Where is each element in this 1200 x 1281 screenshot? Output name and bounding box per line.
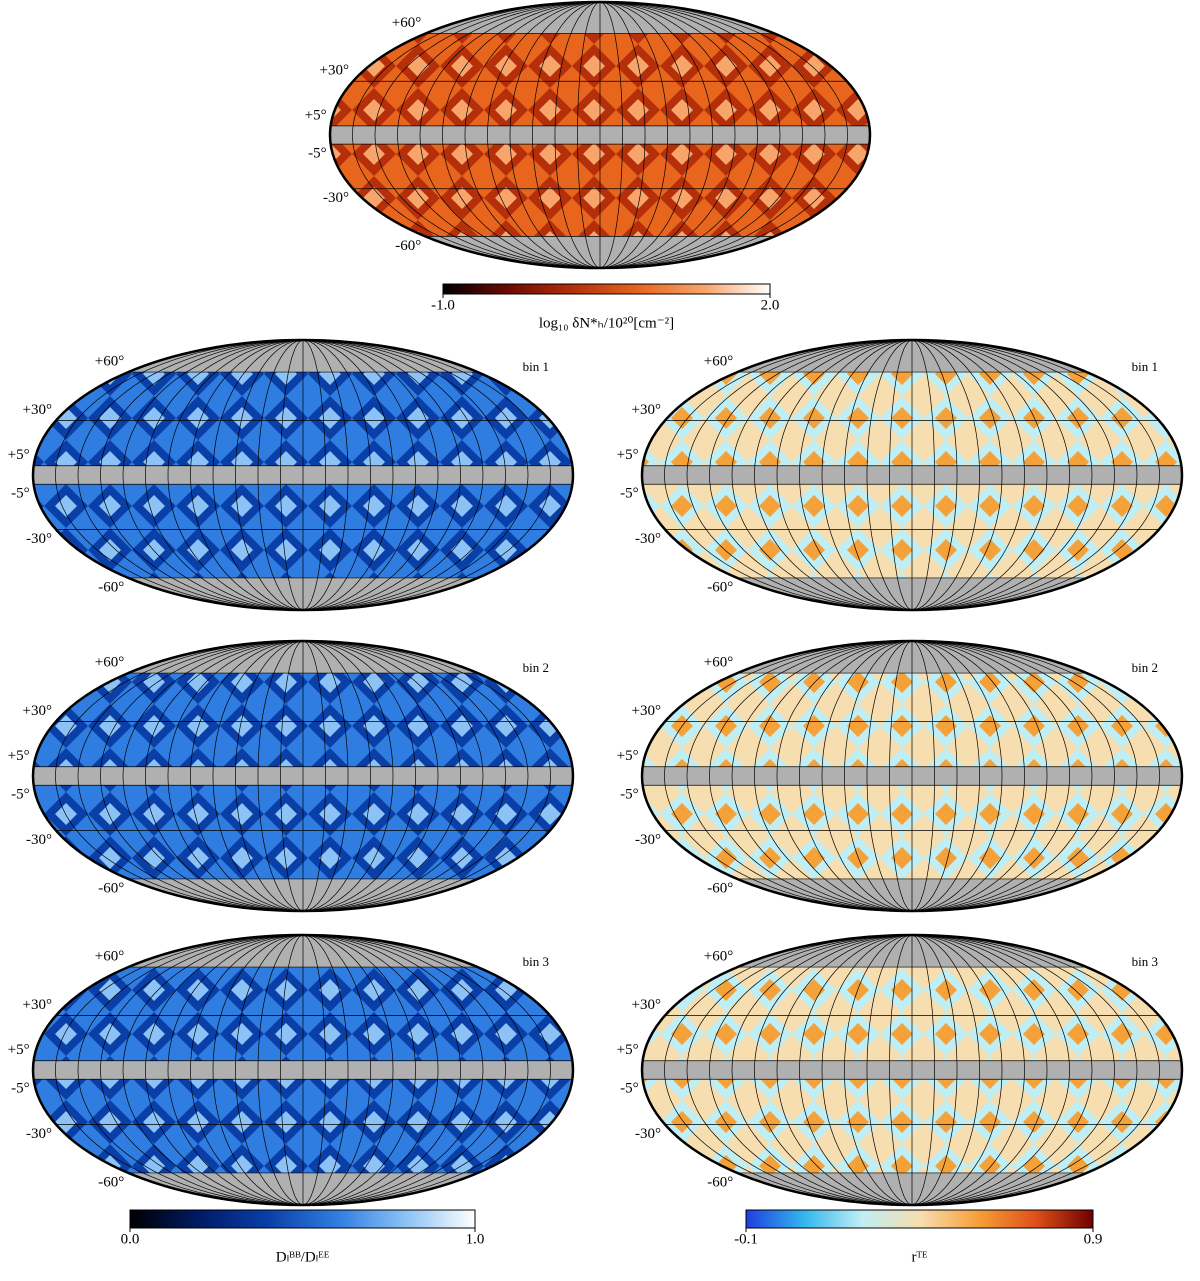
colorbar	[129, 1209, 476, 1229]
colorbar-tick-label: 0.0	[121, 1231, 140, 1247]
map-outline	[31, 338, 575, 612]
lat-label: +5°	[617, 1042, 639, 1058]
lat-label: +30°	[632, 402, 661, 418]
lat-label: +5°	[8, 748, 30, 764]
colorbar-tick-label: 2.0	[761, 297, 780, 313]
lat-label: -60°	[395, 238, 421, 254]
bin-label: bin 3	[1132, 954, 1158, 969]
lat-label: +60°	[704, 354, 733, 370]
lat-label: -5°	[11, 1081, 30, 1097]
lat-label: +5°	[617, 748, 639, 764]
sky-map	[33, 340, 573, 610]
lat-label: +60°	[95, 354, 124, 370]
bin-label: bin 1	[523, 359, 549, 374]
colorbar-tick-label: -0.1	[734, 1231, 758, 1247]
lat-label: +30°	[23, 997, 52, 1013]
lat-label: -60°	[98, 1174, 124, 1190]
lat-label: +60°	[704, 949, 733, 965]
lat-label: -5°	[620, 787, 639, 803]
lat-label: +60°	[704, 655, 733, 671]
sky-map	[642, 340, 1182, 610]
lat-label: -5°	[620, 1081, 639, 1097]
bin-label: bin 3	[523, 954, 549, 969]
lat-label: +60°	[95, 655, 124, 671]
colorbar	[442, 283, 771, 295]
map-outline	[640, 338, 1184, 612]
lat-label: +30°	[23, 402, 52, 418]
map-outline	[328, 0, 872, 270]
lat-label: +60°	[392, 15, 421, 31]
lat-label: -30°	[323, 190, 349, 206]
lat-label: -60°	[98, 880, 124, 896]
lat-label: -5°	[308, 146, 327, 162]
bin-label: bin 1	[1132, 359, 1158, 374]
lat-label: +5°	[305, 107, 327, 123]
lat-label: +30°	[23, 703, 52, 719]
lat-label: -30°	[635, 1126, 661, 1142]
colorbar-label: log₁₀ δN*ₕ/10²⁰[cm⁻²]	[539, 315, 674, 331]
lat-label: +5°	[8, 1042, 30, 1058]
lat-label: -60°	[707, 1174, 733, 1190]
lat-label: +30°	[632, 997, 661, 1013]
lat-label: -30°	[635, 531, 661, 547]
colorbar-label: Dₗᴮᴮ/Dₗᴱᴱ	[276, 1249, 330, 1265]
lat-label: +30°	[320, 63, 349, 79]
sky-map	[642, 935, 1182, 1205]
map-outline	[31, 639, 575, 913]
lat-label: -30°	[635, 832, 661, 848]
lat-label: -60°	[707, 880, 733, 896]
lat-label: -30°	[26, 1126, 52, 1142]
lat-label: +5°	[617, 447, 639, 463]
colorbar-tick-label: 0.9	[1084, 1231, 1103, 1247]
lat-label: +60°	[95, 949, 124, 965]
lat-label: +30°	[632, 703, 661, 719]
lat-label: -5°	[11, 486, 30, 502]
colorbar-label: rᵀᴱ	[912, 1249, 928, 1265]
lat-label: -5°	[11, 787, 30, 803]
lat-label: -5°	[620, 486, 639, 502]
colorbar-tick-label: -1.0	[431, 297, 455, 313]
sky-map	[330, 2, 870, 268]
lat-label: -30°	[26, 832, 52, 848]
sky-map	[642, 641, 1182, 911]
colorbar	[745, 1209, 1094, 1229]
sky-map	[33, 641, 573, 911]
map-outline	[31, 933, 575, 1207]
map-outline	[640, 639, 1184, 913]
bin-label: bin 2	[1132, 660, 1158, 675]
sky-map	[33, 935, 573, 1205]
lat-label: +5°	[8, 447, 30, 463]
colorbar-tick-label: 1.0	[466, 1231, 485, 1247]
bin-label: bin 2	[523, 660, 549, 675]
lat-label: -30°	[26, 531, 52, 547]
map-outline	[640, 933, 1184, 1207]
lat-label: -60°	[707, 579, 733, 595]
lat-label: -60°	[98, 579, 124, 595]
